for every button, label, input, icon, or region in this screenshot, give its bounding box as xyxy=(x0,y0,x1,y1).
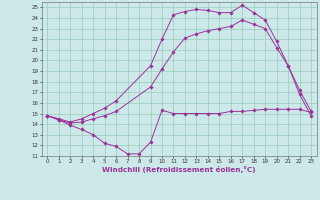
X-axis label: Windchill (Refroidissement éolien,°C): Windchill (Refroidissement éolien,°C) xyxy=(102,166,256,173)
